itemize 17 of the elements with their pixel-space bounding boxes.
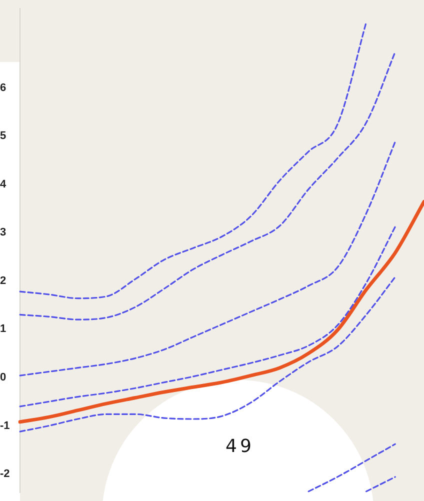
line-series <box>19 21 368 300</box>
line-series <box>308 443 396 492</box>
y-tick-label: 4 <box>0 178 7 190</box>
line-series <box>19 51 396 320</box>
y-tick-label: 1 <box>0 323 6 336</box>
y-tick-label: 3 <box>0 226 6 239</box>
line-series <box>19 276 396 432</box>
annotation: 49 <box>224 436 256 457</box>
y-tick-label: -1 <box>0 420 10 432</box>
y-tick-label: 6 <box>0 82 6 94</box>
y-tick-label: 5 <box>0 130 6 142</box>
y-tick-label: 2 <box>0 274 6 287</box>
y-tick-label: -2 <box>0 468 10 480</box>
line-series <box>19 226 396 408</box>
line-series <box>19 141 396 376</box>
line-series <box>18 200 424 424</box>
y-tick-label: 0 <box>0 372 6 384</box>
